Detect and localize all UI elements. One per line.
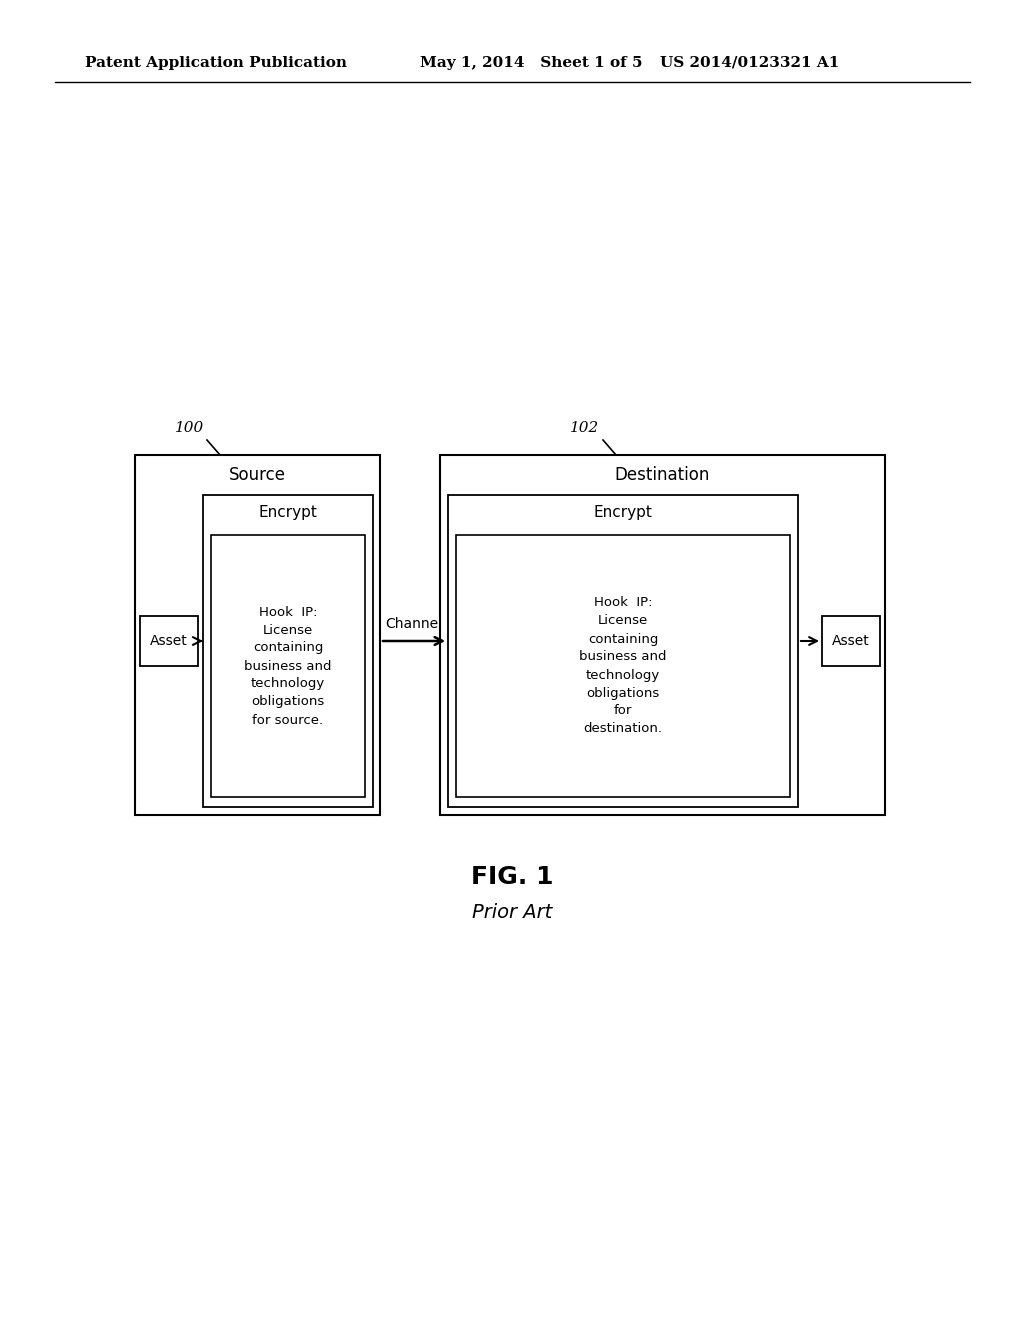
Text: Asset: Asset — [151, 634, 187, 648]
Bar — [456, 535, 790, 797]
Text: 100: 100 — [175, 421, 204, 436]
Bar — [135, 455, 380, 814]
Bar — [449, 495, 798, 807]
Text: Source: Source — [229, 466, 286, 484]
Text: Prior Art: Prior Art — [472, 903, 552, 921]
Text: Patent Application Publication: Patent Application Publication — [85, 55, 347, 70]
Text: Encrypt: Encrypt — [259, 506, 317, 520]
Text: Destination: Destination — [614, 466, 711, 484]
Text: Hook  IP:
License
containing
business and
technology
obligations
for
destination: Hook IP: License containing business and… — [580, 597, 667, 735]
Bar — [203, 495, 373, 807]
Text: US 2014/0123321 A1: US 2014/0123321 A1 — [660, 55, 840, 70]
Text: Hook  IP:
License
containing
business and
technology
obligations
for source.: Hook IP: License containing business and… — [245, 606, 332, 726]
Text: 102: 102 — [570, 421, 599, 436]
Bar — [440, 455, 885, 814]
Text: May 1, 2014   Sheet 1 of 5: May 1, 2014 Sheet 1 of 5 — [420, 55, 642, 70]
Text: FIG. 1: FIG. 1 — [471, 865, 553, 888]
Text: Channel: Channel — [385, 616, 442, 631]
Bar — [822, 616, 880, 667]
Bar — [211, 535, 365, 797]
Bar — [140, 616, 198, 667]
Text: Encrypt: Encrypt — [594, 506, 652, 520]
Text: Asset: Asset — [833, 634, 869, 648]
